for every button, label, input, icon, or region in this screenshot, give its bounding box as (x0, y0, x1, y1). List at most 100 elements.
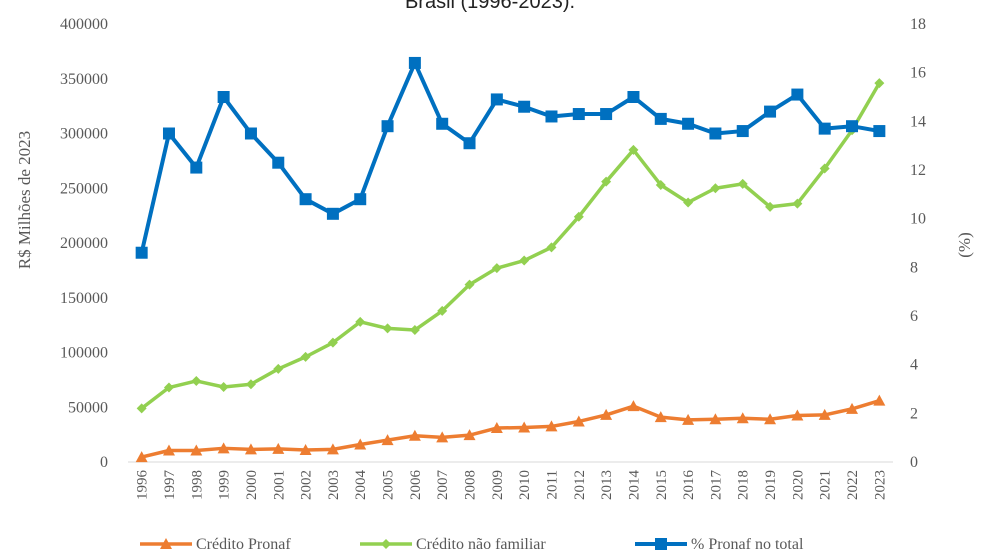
y2-tick-label: 14 (910, 113, 926, 130)
data-point (381, 434, 394, 446)
data-point (572, 108, 585, 121)
legend-label: % Pronaf no total (691, 536, 804, 553)
legend-swatch-marker (381, 539, 391, 549)
x-tick-label: 2002 (299, 470, 315, 500)
data-point (655, 179, 666, 190)
data-point (792, 198, 803, 209)
y-axis-ticks: 0 50000 100000 150000 200000 250000 300000 3500… (60, 16, 108, 471)
y-tick-label: 400000 (60, 16, 108, 33)
data-point (545, 110, 558, 123)
y-tick-label: 0 (100, 454, 108, 471)
legend-swatch-marker (655, 538, 667, 550)
data-point (136, 403, 147, 414)
y2-tick-label: 8 (910, 259, 918, 276)
y2-tick-label: 16 (910, 65, 926, 82)
y-tick-label: 100000 (60, 345, 108, 362)
data-point (272, 442, 285, 454)
x-axis-ticks: 1996 1997 1998 1999 2000 2001 2002 2003 2004 2005… (135, 470, 889, 501)
data-point (791, 88, 804, 101)
data-point (299, 193, 312, 206)
data-point (600, 108, 613, 121)
legend-swatch-marker (160, 538, 172, 549)
data-point (190, 444, 203, 456)
x-tick-label: 2019 (763, 470, 779, 500)
data-point (381, 120, 394, 133)
x-tick-label: 1999 (217, 470, 233, 500)
data-point (627, 400, 640, 412)
chart-title: Brasil (1996-2023). (405, 0, 575, 13)
data-point (709, 413, 722, 425)
x-tick-label: 2005 (381, 470, 397, 500)
x-tick-label: 2014 (626, 470, 642, 501)
data-point (409, 325, 420, 336)
data-point (545, 420, 558, 432)
data-point (518, 100, 531, 113)
data-point (218, 381, 229, 392)
x-tick-label: 2015 (654, 470, 670, 500)
data-point (463, 137, 476, 150)
x-tick-label: 2013 (599, 470, 615, 500)
data-point (601, 176, 612, 187)
data-point (217, 91, 230, 103)
y2-axis-label: (%) (955, 232, 974, 257)
x-tick-label: 2008 (463, 470, 479, 500)
data-point (737, 178, 748, 189)
x-tick-label: 2011 (544, 470, 560, 499)
legend-item-0: Crédito Pronaf (140, 536, 291, 553)
y2-axis-ticks: 0 2 4 6 8 10 12 14 16 18 (910, 16, 926, 471)
data-point (490, 422, 503, 434)
x-tick-label: 2003 (326, 470, 342, 500)
x-tick-label: 2000 (244, 470, 260, 500)
x-tick-label: 2017 (708, 470, 724, 501)
series-layer (135, 56, 886, 463)
x-tick-label: 2012 (572, 470, 588, 500)
series-line (141, 399, 880, 459)
data-point (683, 197, 694, 208)
data-point (135, 246, 148, 259)
data-point (764, 105, 777, 118)
x-tick-label: 2001 (271, 470, 287, 500)
x-tick-label: 1996 (135, 470, 151, 501)
data-point (436, 431, 449, 443)
data-point (572, 415, 585, 427)
data-point (791, 409, 804, 421)
data-point (354, 438, 367, 450)
data-point (600, 408, 613, 420)
series-0 (135, 394, 886, 463)
data-point (326, 207, 339, 220)
data-point (491, 263, 502, 274)
data-point (874, 78, 885, 89)
data-point (819, 163, 830, 174)
y2-tick-label: 18 (910, 16, 926, 33)
y2-tick-label: 4 (910, 357, 918, 374)
data-point (299, 443, 312, 455)
data-point (736, 412, 749, 424)
series-line (139, 60, 880, 254)
data-point (682, 117, 695, 130)
data-point (818, 122, 831, 135)
data-point (765, 201, 776, 212)
data-point (162, 444, 175, 456)
data-point (463, 429, 476, 441)
legend-item-2: % Pronaf no total (635, 536, 804, 553)
data-point (191, 375, 202, 386)
x-tick-label: 2018 (736, 470, 752, 500)
x-tick-label: 2021 (818, 470, 834, 500)
data-point (163, 382, 174, 393)
x-tick-label: 2010 (517, 470, 533, 500)
data-point (818, 408, 831, 420)
x-tick-label: 2022 (845, 470, 861, 500)
data-point (354, 193, 367, 206)
data-point (873, 125, 886, 138)
y2-tick-label: 10 (910, 211, 926, 228)
data-point (273, 363, 284, 374)
x-tick-label: 2016 (681, 470, 697, 501)
y2-tick-label: 6 (910, 308, 918, 325)
y2-tick-label: 2 (910, 405, 918, 422)
legend-label: Crédito Pronaf (196, 536, 291, 553)
data-point (408, 429, 421, 441)
data-point (546, 242, 557, 253)
x-tick-label: 2020 (790, 470, 806, 500)
data-point (162, 127, 175, 140)
series-1 (136, 78, 885, 414)
